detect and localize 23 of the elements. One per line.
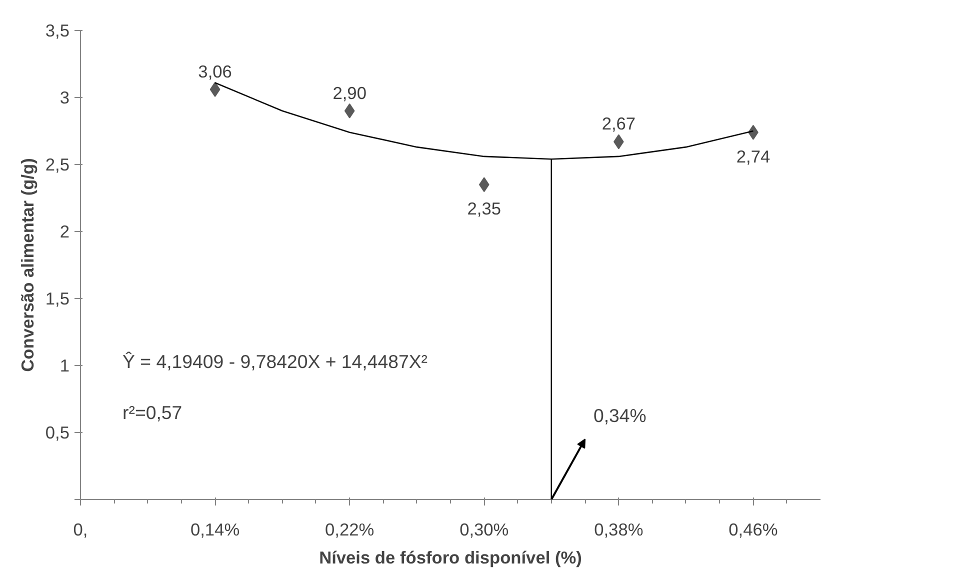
x-tick-label: 0,38% [594, 520, 644, 540]
y-tick-label: 0,5 [45, 422, 70, 442]
x-tick-label: 0, [73, 520, 88, 540]
y-tick-label: 2 [60, 222, 70, 242]
data-label: 2,74 [736, 146, 770, 166]
data-label: 2,67 [602, 114, 636, 134]
y-tick-label: 3 [60, 88, 70, 108]
y-tick-label: 2,5 [45, 154, 70, 174]
x-tick-label: 0,22% [325, 520, 374, 540]
data-label: 2,35 [467, 198, 502, 219]
y-tick-label: 1 [60, 356, 70, 376]
annotation: r²=0,57 [122, 402, 182, 424]
y-tick-label: 3,5 [45, 20, 70, 40]
data-label: 2,90 [332, 82, 366, 103]
x-tick-label: 0,46% [728, 520, 778, 540]
annotation: Ŷ = 4,19409 - 9,78420X + 14,4487X² [122, 351, 428, 372]
y-axis-title: Conversão alimentar (g/g) [17, 158, 38, 372]
x-tick-label: 0,30% [460, 520, 509, 540]
x-tick-label: 0,14% [190, 520, 240, 540]
x-axis-title: Níveis de fósforo disponível (%) [319, 548, 582, 568]
y-tick-label: 1,5 [45, 288, 70, 308]
data-label: 3,06 [198, 61, 232, 82]
annotation: 0,34% [593, 404, 646, 426]
